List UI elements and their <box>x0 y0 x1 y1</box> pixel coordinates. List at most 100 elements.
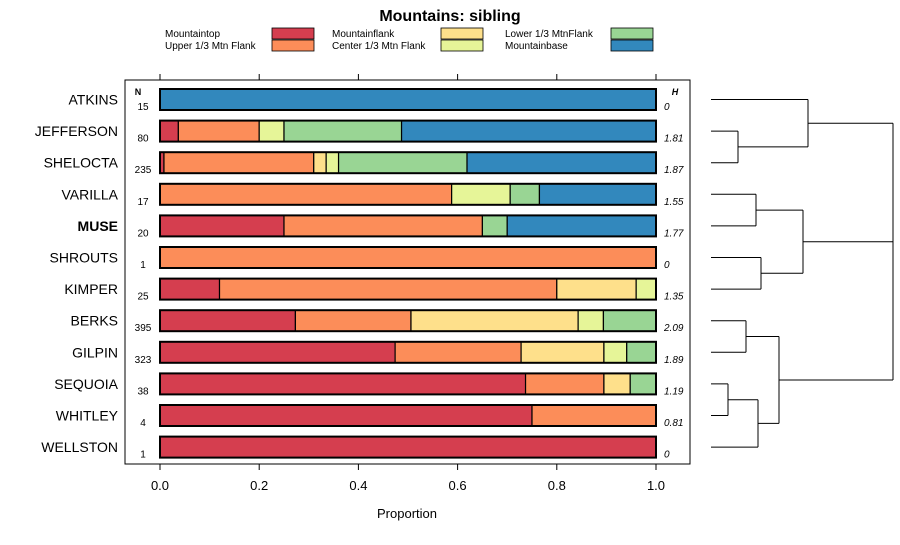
bar-segment <box>451 183 511 206</box>
bars: ATKINS 15 0 JEFFERSON 80 1.81 SHELOCTA 235 1.87 V… <box>35 88 684 461</box>
row-label: MUSE <box>78 218 118 234</box>
h-value: 1.89 <box>664 355 684 366</box>
row-label: SEQUOIA <box>54 376 118 392</box>
bar-segment <box>400 119 657 143</box>
n-value: 38 <box>137 386 149 397</box>
row-label: SHROUTS <box>50 250 118 266</box>
bar-segment <box>325 151 340 174</box>
n-value: 25 <box>137 292 149 303</box>
row-label: KIMPER <box>64 281 118 297</box>
legend-swatch <box>271 27 315 40</box>
n-value: 15 <box>137 102 149 113</box>
n-value: 1 <box>140 260 146 271</box>
bar-segment <box>520 341 605 364</box>
dendrogram <box>711 99 894 448</box>
bar-segment <box>159 341 396 364</box>
x-tick-label: 0.6 <box>449 478 467 493</box>
bar-outline <box>159 277 657 301</box>
bar-outline <box>159 309 657 333</box>
h-value: 1.19 <box>664 386 684 397</box>
bar-segment <box>626 341 657 364</box>
bar-outline <box>159 214 657 238</box>
bar-outline <box>159 119 657 143</box>
x-tick-label: 0.2 <box>250 478 268 493</box>
row-label: ATKINS <box>68 92 118 108</box>
bar-segment <box>159 278 221 301</box>
bar-segment <box>466 151 657 174</box>
bar-segment <box>177 119 260 143</box>
legend-label: Mountaintop <box>165 29 220 40</box>
x-axis-label: Proportion <box>377 506 437 521</box>
bar-segment <box>509 183 541 206</box>
n-value: 4 <box>140 418 146 429</box>
bar-outline <box>159 435 657 459</box>
bar-segment <box>283 214 483 237</box>
bar-segment <box>506 214 657 237</box>
h-value: 0 <box>664 260 670 271</box>
bar-segment <box>159 309 297 332</box>
row-label: WHITLEY <box>56 408 119 424</box>
bar-segment <box>337 151 468 174</box>
x-tick-label: 1.0 <box>647 478 665 493</box>
legend-swatch <box>610 27 654 40</box>
x-tick-label: 0.8 <box>548 478 566 493</box>
bar-segment <box>159 246 657 269</box>
h-value: 0.81 <box>664 418 683 429</box>
h-value: 1.87 <box>664 165 684 176</box>
n-value: 1 <box>140 450 146 461</box>
bar-outline <box>159 88 657 111</box>
bar-outline <box>159 151 657 175</box>
legend-label: Upper 1/3 Mtn Flank <box>165 41 257 52</box>
bar-segment <box>218 278 558 301</box>
h-value: 1.77 <box>664 228 684 239</box>
bar-segment <box>283 119 403 143</box>
row-label: BERKS <box>71 313 118 329</box>
x-tick-label: 0.0 <box>151 478 169 493</box>
plot-frame <box>124 79 691 465</box>
bar-segment <box>394 341 522 364</box>
bar-segment <box>313 151 327 174</box>
bar-segment <box>531 404 657 427</box>
h-value: 1.35 <box>664 292 684 303</box>
n-value: 80 <box>137 134 149 145</box>
legend-swatch <box>440 39 484 52</box>
row-label: WELLSTON <box>41 439 118 455</box>
h-header: H <box>672 87 679 97</box>
bar-segment <box>410 309 579 332</box>
bar-segment <box>159 372 527 395</box>
bar-segment <box>577 309 605 332</box>
row-label: JEFFERSON <box>35 123 118 139</box>
bar-segment <box>602 309 657 332</box>
h-value: 1.81 <box>664 134 683 145</box>
n-value: 395 <box>135 323 152 334</box>
bar-segment <box>538 183 657 206</box>
bar-segment <box>524 372 605 395</box>
h-value: 1.55 <box>664 197 684 208</box>
bar-outline <box>159 404 657 427</box>
bar-segment <box>159 119 179 143</box>
bar-segment <box>603 341 628 364</box>
n-value: 323 <box>135 355 152 366</box>
bar-segment <box>635 278 657 301</box>
legend-swatch <box>440 27 484 40</box>
legend-label: Lower 1/3 MtnFlank <box>505 29 594 40</box>
bar-segment <box>159 404 533 427</box>
row-label: SHELOCTA <box>44 155 119 171</box>
bar-segment <box>159 214 285 237</box>
bar-outline <box>159 372 657 396</box>
x-tick-label: 0.4 <box>349 478 367 493</box>
bar-segment <box>294 309 412 332</box>
bar-outline <box>159 340 657 364</box>
n-value: 20 <box>137 228 149 239</box>
legend-label: Center 1/3 Mtn Flank <box>332 41 426 52</box>
x-axis: 0.0 0.2 0.4 0.6 0.8 1.0 <box>151 74 665 493</box>
bar-segment <box>258 119 285 143</box>
legend-label: Mountainflank <box>332 29 395 40</box>
bar-outline <box>159 246 657 269</box>
legend-swatch <box>271 39 315 52</box>
legend-swatch <box>610 39 654 52</box>
n-value: 17 <box>137 197 149 208</box>
